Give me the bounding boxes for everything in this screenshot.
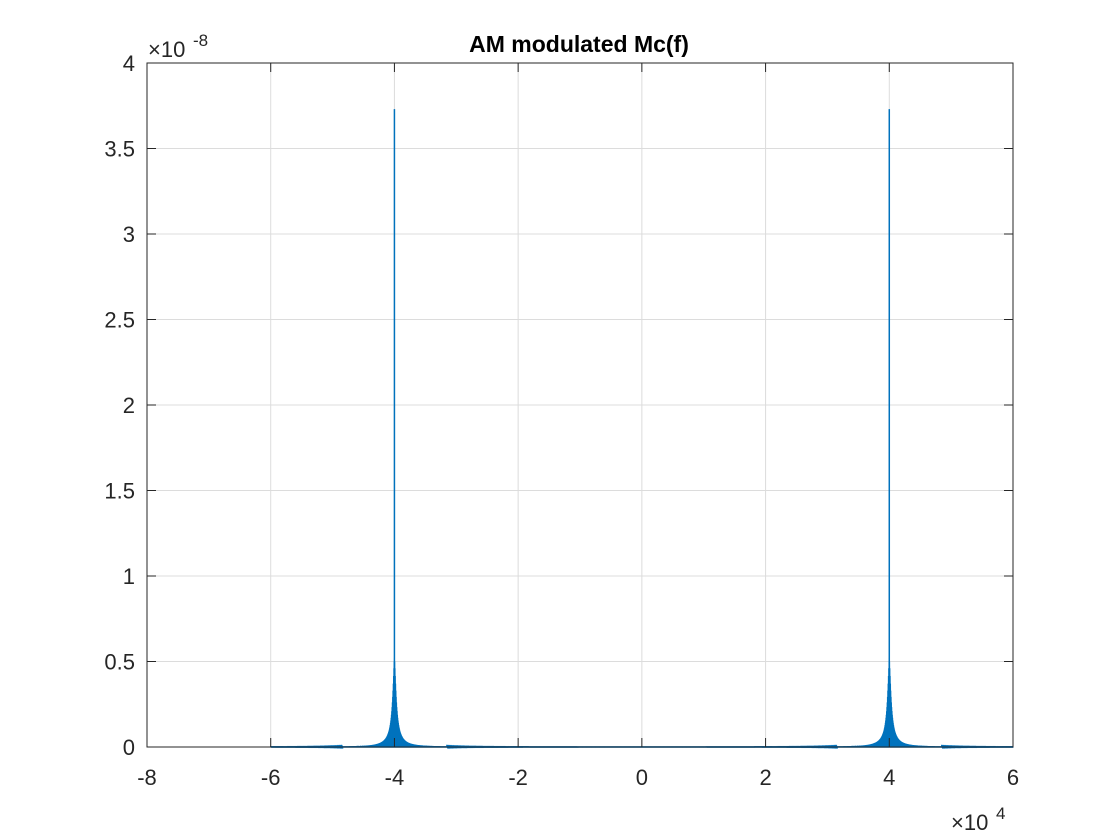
spectrum-peak-base bbox=[384, 619, 405, 747]
y-tick-label: 1.5 bbox=[104, 479, 135, 504]
y-tick-label: 0 bbox=[123, 735, 135, 760]
x-multiplier-exponent: 4 bbox=[996, 804, 1005, 823]
x-tick-label: -8 bbox=[137, 765, 157, 790]
y-tick-label: 3.5 bbox=[104, 137, 135, 162]
x-tick-labels: -8 -6 -4 -2 0 2 4 6 bbox=[137, 765, 1019, 790]
y-multiplier-exponent: -8 bbox=[193, 31, 208, 50]
x-exponent-label: ×10 4 bbox=[951, 804, 1005, 835]
tick-marks bbox=[146, 62, 1014, 748]
y-tick-label: 1 bbox=[123, 564, 135, 589]
x-tick-label: 2 bbox=[759, 765, 771, 790]
x-multiplier: ×10 bbox=[951, 810, 988, 835]
x-tick-label: -6 bbox=[261, 765, 281, 790]
y-tick-label: 2.5 bbox=[104, 308, 135, 333]
chart-title: AM modulated Mc(f) bbox=[469, 31, 689, 57]
y-exponent-label: ×10 -8 bbox=[148, 31, 208, 62]
y-tick-label: 4 bbox=[123, 51, 135, 76]
x-tick-label: 4 bbox=[883, 765, 895, 790]
y-tick-labels: 0 0.5 1 1.5 2 2.5 3 3.5 4 bbox=[104, 51, 135, 760]
y-tick-label: 0.5 bbox=[104, 650, 135, 675]
y-tick-label: 3 bbox=[123, 222, 135, 247]
y-multiplier: ×10 bbox=[148, 37, 185, 62]
x-tick-label: -2 bbox=[508, 765, 528, 790]
y-tick-label: 2 bbox=[123, 393, 135, 418]
x-tick-label: 0 bbox=[636, 765, 648, 790]
spectrum-peak-base bbox=[879, 619, 900, 747]
x-tick-label: 6 bbox=[1007, 765, 1019, 790]
x-tick-label: -4 bbox=[385, 765, 405, 790]
